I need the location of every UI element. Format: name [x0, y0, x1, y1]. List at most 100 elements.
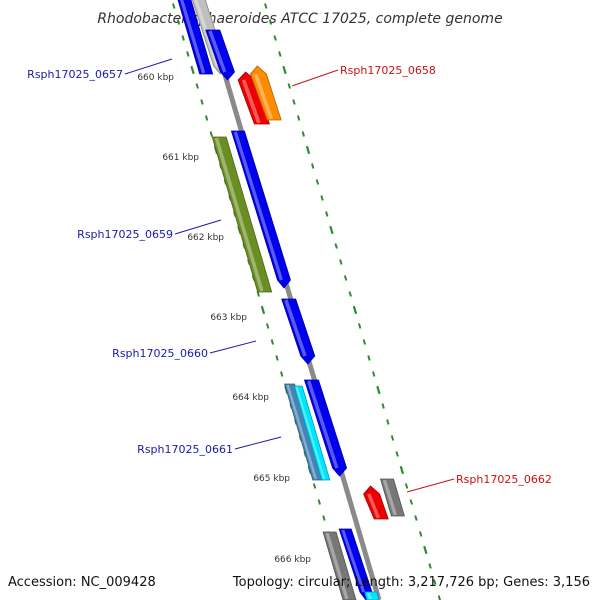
gene-label-0657[interactable]: Rsph17025_0657 — [27, 68, 123, 81]
reverse-outer-tick — [348, 291, 352, 297]
gene-0656-cds[interactable] — [175, 0, 214, 75]
kbp-label-662: 662 kbp — [187, 233, 224, 243]
reverse-outer-tick — [404, 483, 409, 489]
forward-outer-tick — [265, 323, 270, 329]
reverse-outer-tick — [282, 65, 287, 75]
forward-outer-tick — [209, 131, 213, 137]
gene-0659-cds[interactable] — [230, 130, 291, 289]
reverse-outer-tick — [386, 419, 390, 425]
gene-0660-cds-highlight — [284, 299, 307, 357]
gene-0662-grey-highlight — [382, 479, 397, 516]
gene-0660-cds[interactable] — [281, 298, 316, 365]
gene-label-0659[interactable]: Rsph17025_0659 — [77, 228, 173, 241]
gene-0659-olive[interactable] — [211, 136, 273, 293]
gene-0661-steel-highlight — [286, 384, 317, 480]
forward-outer-tick — [176, 19, 181, 25]
gene-0663-grey-highlight — [325, 532, 349, 600]
kbp-label-665: 665 kbp — [253, 474, 290, 484]
gene-0661-cyan-highlight — [295, 386, 326, 480]
forward-outer-tick — [200, 99, 204, 105]
kbp-label-664: 664 kbp — [232, 393, 269, 403]
forward-outer-tick — [204, 115, 209, 121]
forward-outer-tick — [275, 355, 279, 361]
reverse-outer-tick — [352, 305, 358, 315]
forward-outer-tick — [186, 51, 190, 57]
summary-text: Topology: circular; Length: 3,217,726 bp… — [232, 575, 590, 590]
reverse-outer-tick — [367, 355, 371, 361]
reverse-outer-tick — [292, 99, 296, 105]
gene-0663-cds-highlight — [341, 529, 366, 593]
kbp-label-663: 663 kbp — [210, 313, 247, 323]
gene-label-0658[interactable]: Rsph17025_0658 — [340, 64, 436, 77]
reverse-outer-tick — [296, 115, 301, 121]
forward-outer-tick — [317, 499, 321, 505]
leader-line-0660 — [209, 340, 257, 354]
reverse-outer-tick — [376, 385, 381, 395]
reverse-outer-tick — [372, 371, 376, 377]
reverse-outer-tick — [315, 179, 320, 185]
gene-0661-cyan[interactable] — [293, 385, 331, 481]
accession-text: Accession: NC_009428 — [8, 575, 156, 590]
gene-0656-cds-highlight — [179, 0, 206, 74]
forward-outer-tick — [172, 3, 176, 9]
reverse-outer-tick — [362, 339, 367, 345]
gene-0661-cds-highlight — [307, 380, 339, 469]
reverse-outer-tick — [357, 323, 362, 329]
gene-0658-orange-highlight — [253, 73, 274, 120]
kbp-label-660: 660 kbp — [137, 73, 174, 83]
forward-outer-tick — [312, 483, 317, 489]
reverse-outer-tick — [268, 19, 273, 25]
gene-0658-red-highlight — [241, 79, 261, 124]
reverse-outer-tick — [390, 435, 395, 441]
reverse-outer-tick — [311, 163, 315, 169]
kbp-label-661: 661 kbp — [162, 153, 199, 163]
leader-line-0662 — [406, 478, 455, 493]
reverse-outer-tick — [409, 499, 413, 505]
map-title: Rhodobacter sphaeroides ATCC 17025, comp… — [97, 11, 502, 27]
gene-0663-grey[interactable] — [322, 531, 357, 600]
reverse-outer-tick — [287, 83, 291, 89]
reverse-outer-tick — [428, 563, 432, 569]
gene-label-0660[interactable]: Rsph17025_0660 — [112, 347, 208, 360]
forward-outer-tick — [190, 65, 195, 75]
reverse-outer-tick — [437, 595, 441, 600]
leader-line-0657 — [124, 58, 173, 75]
gene-label-0661[interactable]: Rsph17025_0661 — [137, 443, 233, 456]
reverse-outer-tick — [305, 145, 311, 155]
reverse-outer-tick — [381, 403, 385, 409]
forward-outer-tick — [195, 83, 199, 89]
gene-features — [175, 0, 405, 600]
reverse-outer-tick — [414, 515, 418, 521]
reverse-outer-tick — [343, 275, 348, 281]
gene-0664-cyan[interactable] — [364, 591, 380, 600]
kbp-label-666: 666 kbp — [274, 555, 311, 565]
gene-0661-cds[interactable] — [303, 379, 348, 477]
forward-outer-tick — [322, 515, 326, 521]
gene-0662-red[interactable] — [363, 485, 389, 520]
gene-0662-grey[interactable] — [379, 478, 405, 517]
gene-0659-cds-highlight — [233, 131, 283, 281]
gene-0658-orange[interactable] — [249, 65, 282, 121]
reverse-outer-tick — [325, 211, 329, 217]
gene-0659-olive-highlight — [214, 137, 264, 292]
reverse-outer-tick — [399, 465, 405, 475]
gene-0662-red-highlight — [367, 493, 381, 519]
reverse-outer-tick — [329, 225, 334, 235]
reverse-outer-tick — [423, 545, 428, 555]
reverse-outer-tick — [301, 131, 305, 137]
forward-outer-tick — [280, 371, 284, 377]
leader-line-0658 — [291, 69, 339, 87]
gene-0664-cyan-highlight — [366, 592, 373, 600]
gene-0657-cds[interactable] — [205, 29, 235, 81]
gene-label-0662[interactable]: Rsph17025_0662 — [456, 473, 552, 486]
reverse-outer-tick — [320, 195, 324, 201]
gene-0657-cds-highlight — [208, 30, 227, 73]
forward-outer-tick — [181, 35, 185, 41]
reverse-outer-tick — [395, 451, 399, 457]
leader-line-0661 — [234, 436, 282, 450]
reverse-outer-tick — [418, 531, 423, 537]
reverse-outer-tick — [278, 51, 282, 57]
forward-outer-tick — [270, 339, 275, 345]
